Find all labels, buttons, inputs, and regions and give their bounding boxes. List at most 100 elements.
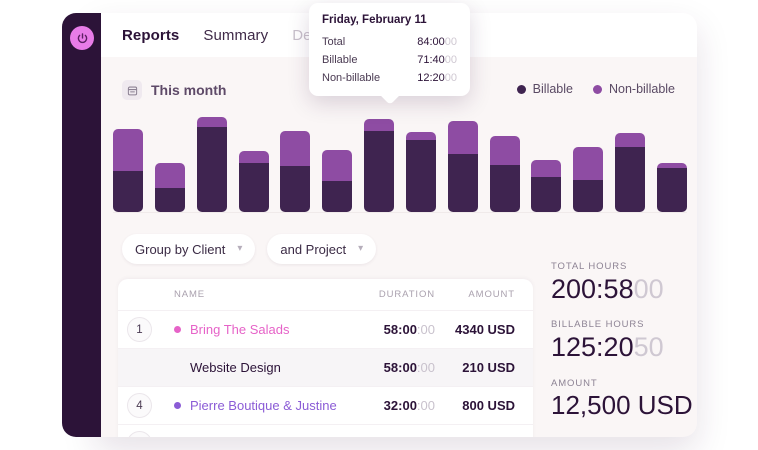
bar-segment-non-billable xyxy=(238,150,269,163)
table-row[interactable]: Website Design 58:00:00 210 USD xyxy=(118,348,533,386)
tooltip-row-label: Total xyxy=(322,36,346,48)
row-index-badge: 4 xyxy=(127,393,152,418)
legend-label-billable: Billable xyxy=(532,82,573,96)
row-name-cell: Genuinely Perplexed xyxy=(165,436,349,437)
bar-segment-non-billable xyxy=(573,146,604,181)
row-index-badge: 8 xyxy=(127,431,152,437)
bar-segment-billable xyxy=(322,181,353,212)
summary-label-billable-hours: BILLABLE HOURS xyxy=(551,319,645,331)
tab-summary[interactable]: Summary xyxy=(203,26,269,44)
bar-segment-non-billable xyxy=(447,121,478,155)
tooltip-row: Billable 71:4000 xyxy=(322,54,457,66)
report-table: NAME DURATION AMOUNT 1 Bring The Salads 58… xyxy=(118,279,533,437)
summary-total-hours: TOTAL HOURS 200:5800 xyxy=(551,261,691,303)
row-index-cell: 4 xyxy=(118,393,165,418)
row-name-label: Pierre Boutique & Justine xyxy=(190,398,337,413)
tooltip-row-value: 12:2000 xyxy=(417,72,457,84)
group-by-client-dropdown[interactable]: Group by Client ▾ xyxy=(122,234,256,264)
bar-segment-billable xyxy=(531,177,562,212)
bar-segment-non-billable xyxy=(364,119,395,132)
bar-chart-bar[interactable] xyxy=(196,117,227,212)
group-by-client-label: Group by Client xyxy=(135,241,226,257)
filter-bar: Group by Client ▾ and Project ▾ xyxy=(122,234,377,264)
column-header-duration: DURATION xyxy=(378,289,435,300)
bar-segment-non-billable xyxy=(154,162,185,188)
row-index-badge: 1 xyxy=(127,317,152,342)
row-index-cell: 8 xyxy=(118,431,165,437)
tooltip-row: Non-billable 12:2000 xyxy=(322,72,457,84)
row-name-cell: Pierre Boutique & Justine xyxy=(165,398,349,413)
bar-chart-bar[interactable] xyxy=(280,131,311,212)
legend-item-non-billable[interactable]: Non-billable xyxy=(592,82,675,96)
row-duration: 32:00:00 xyxy=(383,398,435,413)
row-color-dot xyxy=(174,326,181,333)
and-project-label: and Project xyxy=(280,241,347,257)
row-duration: 40:00:00 xyxy=(349,436,435,437)
bar-segment-billable xyxy=(615,146,646,212)
summary-value-amount: 12,500 USD xyxy=(551,389,693,420)
legend-item-billable[interactable]: Billable xyxy=(516,82,573,96)
tab-reports[interactable]: Reports xyxy=(122,26,180,44)
summary-amount: AMOUNT 12,500 USD xyxy=(551,378,693,420)
legend-swatch-non-billable xyxy=(592,84,602,94)
bar-segment-non-billable xyxy=(405,132,436,140)
table-body: 1 Bring The Salads 58:00:00 4340 USD Website… xyxy=(118,310,533,437)
bar-chart-bar[interactable] xyxy=(573,146,604,212)
row-duration: 58:00:00 xyxy=(383,360,435,375)
row-index-cell: 1 xyxy=(118,317,165,342)
summary-value-total-hours: 200:5800 xyxy=(551,274,664,304)
tooltip-row-value: 84:0000 xyxy=(417,36,457,48)
bar-segment-non-billable xyxy=(322,149,353,182)
bar-chart-bar[interactable] xyxy=(489,135,520,212)
bar-chart-bar[interactable] xyxy=(615,133,646,212)
bar-segment-billable xyxy=(113,170,143,212)
bar-segment-billable xyxy=(280,166,311,212)
bar-chart-bar[interactable] xyxy=(238,150,269,212)
bar-chart-bar[interactable] xyxy=(322,149,353,212)
bar-chart-bar[interactable] xyxy=(113,129,143,212)
chart-tooltip: Friday, February 11 Total 84:0000 Billable… xyxy=(309,3,470,96)
left-sidebar-rail xyxy=(62,13,101,437)
row-name-label: Bring The Salads xyxy=(190,322,290,337)
bar-chart-bar[interactable] xyxy=(154,162,185,212)
power-icon xyxy=(76,32,89,45)
table-header-row: NAME DURATION AMOUNT xyxy=(118,279,533,310)
bar-segment-billable xyxy=(238,162,269,212)
calendar-icon[interactable] xyxy=(122,80,142,100)
and-project-dropdown[interactable]: and Project ▾ xyxy=(267,234,377,264)
bar-segment-non-billable xyxy=(280,131,311,167)
row-amount: 3220 USD xyxy=(435,436,515,437)
bar-segment-non-billable xyxy=(615,133,646,147)
legend-swatch-billable xyxy=(516,84,526,94)
bar-chart-bar[interactable] xyxy=(364,119,395,212)
app-logo-button[interactable] xyxy=(70,26,94,50)
row-name-cell: Bring The Salads xyxy=(165,322,349,337)
bar-segment-non-billable xyxy=(113,129,143,171)
chevron-down-icon: ▾ xyxy=(237,243,243,254)
bar-chart-bar[interactable] xyxy=(531,159,562,212)
chevron-down-icon: ▾ xyxy=(358,243,364,254)
tooltip-row-label: Billable xyxy=(322,54,358,66)
summary-value-billable-hours: 125:2050 xyxy=(551,332,664,363)
bar-segment-non-billable xyxy=(196,117,227,127)
bar-chart-bar[interactable] xyxy=(405,132,436,212)
chart-header: This month xyxy=(122,80,226,100)
summary-label-total-hours: TOTAL HOURS xyxy=(551,261,628,272)
row-amount: 800 USD xyxy=(462,398,515,413)
bar-chart-bar[interactable] xyxy=(656,162,687,212)
bar-chart xyxy=(113,117,687,213)
table-row[interactable]: 8 Genuinely Perplexed 40:00:003220 USD xyxy=(118,424,533,437)
row-amount: 210 USD xyxy=(462,360,515,375)
bar-segment-billable xyxy=(405,139,436,212)
bar-chart-bar[interactable] xyxy=(447,121,478,212)
tooltip-row: Total 84:0000 xyxy=(322,36,457,48)
bar-chart-bars xyxy=(113,117,687,212)
row-name-label: Website Design xyxy=(190,360,281,375)
table-row[interactable]: 4 Pierre Boutique & Justine 32:00:00 800 US… xyxy=(118,386,533,424)
row-name-cell: Website Design xyxy=(165,360,349,375)
tooltip-title: Friday, February 11 xyxy=(322,14,427,26)
table-row[interactable]: 1 Bring The Salads 58:00:00 4340 USD xyxy=(118,310,533,348)
row-name-label: Genuinely Perplexed xyxy=(190,436,311,437)
chart-legend: Billable Non-billable xyxy=(516,82,675,96)
